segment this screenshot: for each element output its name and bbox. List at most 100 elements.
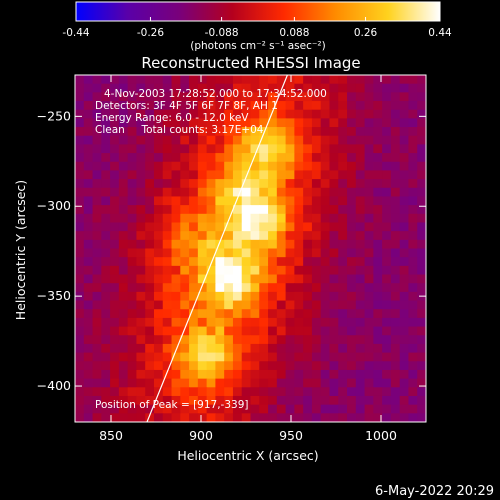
- heatmap-cell: [303, 378, 313, 388]
- heatmap-cell: [180, 387, 190, 397]
- heatmap-cell: [259, 361, 269, 371]
- heatmap-cell: [338, 213, 348, 224]
- heatmap-cell: [259, 265, 269, 276]
- heatmap-cell: [127, 274, 138, 284]
- colorbar-tick-label: -0.44: [62, 27, 89, 39]
- heatmap-cell: [197, 239, 208, 250]
- heatmap-cell: [206, 118, 216, 128]
- heatmap-cell: [285, 300, 295, 310]
- heatmap-cell: [268, 257, 278, 267]
- heatmap-cell: [180, 153, 190, 163]
- heatmap-cell: [311, 274, 322, 284]
- heatmap-cell: [189, 213, 199, 224]
- heatmap-cell: [171, 179, 181, 189]
- heatmap-cell: [347, 213, 357, 224]
- heatmap-cell: [303, 153, 313, 163]
- heatmap-cell: [92, 179, 102, 189]
- heatmap-cell: [75, 343, 85, 354]
- heatmap-cell: [276, 92, 287, 102]
- heatmap-cell: [408, 413, 418, 422]
- heatmap-cell: [110, 144, 120, 154]
- heatmap-cell: [136, 378, 146, 388]
- heatmap-cell: [206, 395, 216, 406]
- heatmap-cell: [83, 153, 94, 163]
- heatmap-cell: [92, 352, 102, 362]
- heatmap-cell: [250, 317, 260, 328]
- heatmap-cell: [373, 118, 383, 128]
- heatmap-cell: [329, 317, 339, 328]
- heatmap-cell: [364, 196, 374, 206]
- heatmap-cell: [241, 92, 252, 102]
- heatmap-cell: [390, 75, 401, 85]
- heatmap-cell: [145, 291, 155, 302]
- heatmap-cell: [303, 335, 313, 345]
- heatmap-cell: [171, 317, 181, 328]
- heatmap-cell: [232, 239, 243, 250]
- heatmap-cell: [180, 205, 190, 215]
- heatmap-cell: [162, 213, 173, 224]
- heatmap-cell: [180, 395, 190, 406]
- heatmap-cell: [276, 257, 287, 267]
- heatmap-cell: [276, 153, 287, 163]
- heatmap-cell: [355, 326, 366, 336]
- heatmap-cell: [373, 92, 383, 102]
- heatmap-cell: [408, 231, 418, 241]
- heatmap-cell: [329, 248, 339, 258]
- heatmap-cell: [329, 291, 339, 302]
- heatmap-cell: [153, 317, 164, 328]
- heatmap-cell: [311, 361, 322, 371]
- heatmap-cell: [241, 265, 252, 276]
- heatmap-cell: [276, 213, 287, 224]
- heatmap-cell: [145, 378, 155, 388]
- heatmap-cell: [294, 274, 304, 284]
- heatmap-cell: [355, 92, 366, 102]
- heatmap-cell: [329, 352, 339, 362]
- heatmap-cell: [110, 109, 120, 119]
- heatmap-cell: [329, 274, 339, 284]
- heatmap-cell: [145, 83, 155, 93]
- heatmap-cell: [259, 300, 269, 310]
- heatmap-cell: [171, 127, 181, 137]
- heatmap-cell: [311, 213, 322, 224]
- heatmap-cell: [390, 83, 401, 93]
- heatmap-cell: [364, 395, 374, 406]
- heatmap-cell: [303, 231, 313, 241]
- heatmap-cell: [285, 187, 295, 198]
- heatmap-cell: [232, 309, 243, 319]
- heatmap-cell: [364, 187, 374, 198]
- heatmap-cell: [180, 283, 190, 293]
- heatmap-cell: [355, 101, 366, 111]
- heatmap-cell: [347, 75, 357, 85]
- heatmap-cell: [364, 179, 374, 189]
- heatmap-cell: [408, 283, 418, 293]
- heatmap-cell: [189, 248, 199, 258]
- heatmap-cell: [250, 161, 260, 172]
- heatmap-cell: [241, 395, 252, 406]
- heatmap-cell: [408, 161, 418, 172]
- heatmap-cell: [171, 231, 181, 241]
- heatmap-cell: [259, 222, 269, 232]
- heatmap-cell: [136, 75, 146, 85]
- heatmap-cell: [136, 248, 146, 258]
- heatmap-cell: [373, 239, 383, 250]
- heatmap-cell: [303, 369, 313, 380]
- heatmap-cell: [180, 257, 190, 267]
- heatmap-cell: [294, 83, 304, 93]
- heatmap-cell: [110, 135, 120, 145]
- heatmap-cell: [373, 326, 383, 336]
- heatmap-cell: [101, 239, 111, 250]
- heatmap-image: [75, 75, 426, 422]
- heatmap-cell: [215, 335, 225, 345]
- heatmap-cell: [241, 300, 252, 310]
- heatmap-cell: [206, 170, 216, 180]
- heatmap-cell: [338, 300, 348, 310]
- heatmap-cell: [364, 92, 374, 102]
- heatmap-cell: [268, 135, 278, 145]
- heatmap-cell: [153, 213, 164, 224]
- heatmap-cell: [110, 309, 120, 319]
- heatmap-cell: [92, 101, 102, 111]
- heatmap-cell: [268, 170, 278, 180]
- peak-position-label: Position of Peak = [917,-339]: [95, 399, 249, 411]
- y-axis-label: Heliocentric Y (arcsec): [13, 180, 28, 320]
- heatmap-cell: [75, 309, 85, 319]
